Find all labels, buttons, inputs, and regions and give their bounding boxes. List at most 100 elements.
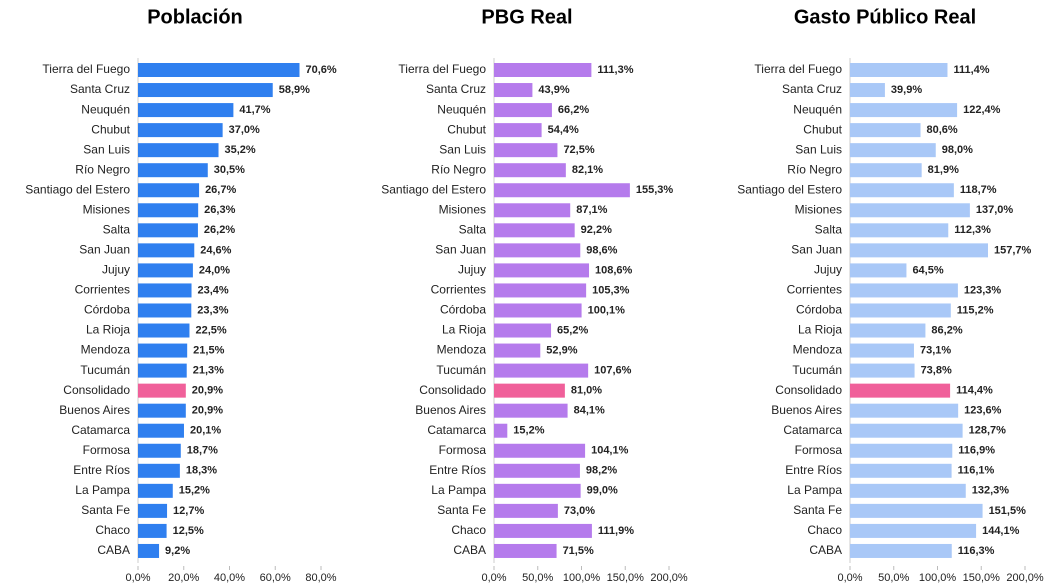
value-label: 30,5% (214, 164, 245, 176)
x-tick-label: 0,0% (481, 572, 506, 584)
bar (850, 63, 948, 77)
bar (138, 203, 199, 218)
category-label: Tucumán (792, 363, 842, 377)
value-label: 64,5% (912, 264, 943, 276)
value-label: 104,1% (591, 445, 629, 457)
bar (138, 503, 168, 518)
value-label: 80,6% (927, 124, 958, 136)
category-label: Santa Fe (793, 503, 842, 517)
value-label: 151,5% (989, 505, 1027, 517)
value-label: 23,4% (198, 284, 229, 296)
bar (494, 183, 630, 198)
category-label: San Juan (435, 243, 486, 257)
bar (850, 383, 951, 398)
bar (850, 263, 907, 278)
value-label: 66,2% (558, 104, 589, 116)
category-label: Misiones (83, 202, 130, 216)
category-label: Chaco (95, 523, 130, 537)
value-label: 9,2% (165, 545, 190, 557)
bar (138, 323, 190, 338)
value-label: 43,9% (538, 84, 569, 96)
value-label: 18,3% (186, 465, 217, 477)
category-label: Tierra del Fuego (42, 62, 130, 76)
bar (494, 443, 586, 458)
value-label: 20,1% (190, 425, 221, 437)
category-label: Buenos Aires (415, 403, 486, 417)
value-label: 116,9% (958, 445, 995, 457)
bar (138, 123, 223, 138)
value-label: 116,3% (958, 545, 995, 557)
category-label: Neuquén (437, 102, 486, 116)
category-label: Catamarca (427, 423, 486, 437)
bar (494, 143, 558, 158)
value-label: 24,6% (200, 244, 231, 256)
bar (850, 523, 977, 538)
bar (138, 403, 186, 418)
x-tick-label: 60,0% (260, 572, 291, 584)
category-label: Chaco (451, 523, 486, 537)
category-label: Formosa (439, 443, 487, 457)
category-label: Formosa (795, 443, 843, 457)
value-label: 84,1% (574, 405, 605, 417)
value-label: 112,3% (954, 224, 991, 236)
value-label: 21,3% (193, 365, 224, 377)
bar (494, 283, 587, 298)
bar (138, 303, 192, 318)
value-label: 18,7% (187, 445, 218, 457)
category-label: San Juan (79, 243, 130, 257)
bar (850, 223, 949, 238)
x-tick-label: 50,0% (522, 572, 553, 584)
value-label: 108,6% (595, 264, 633, 276)
category-label: La Rioja (86, 323, 130, 337)
value-label: 54,4% (548, 124, 579, 136)
category-label: Buenos Aires (771, 403, 842, 417)
x-tick-label: 200,0% (650, 572, 688, 584)
bar (850, 203, 970, 218)
value-label: 107,6% (594, 365, 632, 377)
value-label: 20,9% (192, 385, 223, 397)
category-label: San Juan (791, 243, 842, 257)
category-label: Catamarca (783, 423, 842, 437)
bar (138, 483, 173, 498)
bar (850, 143, 936, 158)
category-label: Corrientes (431, 283, 486, 297)
value-label: 132,3% (972, 485, 1010, 497)
value-label: 73,0% (564, 505, 595, 517)
category-label: Catamarca (71, 423, 130, 437)
value-label: 26,2% (204, 224, 235, 236)
value-label: 155,3% (636, 184, 674, 196)
category-label: La Pampa (75, 483, 130, 497)
category-label: San Luis (795, 142, 842, 156)
value-label: 15,2% (513, 425, 544, 437)
bar (138, 83, 273, 98)
bar (138, 143, 219, 158)
value-label: 114,4% (956, 385, 993, 397)
bar (850, 483, 966, 498)
bar (138, 343, 188, 358)
value-label: 15,2% (179, 485, 210, 497)
category-label: Consolidado (63, 383, 130, 397)
x-tick-label: 0,0% (125, 572, 150, 584)
value-label: 118,7% (960, 184, 997, 196)
x-tick-label: 50,0% (878, 572, 909, 584)
category-label: Santa Cruz (70, 82, 130, 96)
bar (850, 103, 958, 118)
category-label: Tucumán (436, 363, 486, 377)
bar (494, 463, 580, 478)
bar (494, 203, 571, 218)
value-label: 71,5% (563, 545, 594, 557)
x-tick-label: 20,0% (168, 572, 199, 584)
category-label: Mendoza (81, 343, 131, 357)
bar (850, 323, 926, 338)
category-label: Misiones (439, 202, 486, 216)
value-label: 100,1% (588, 304, 626, 316)
bar (494, 543, 557, 558)
bar (138, 523, 167, 538)
bar (138, 283, 192, 298)
category-label: Santa Fe (437, 503, 486, 517)
category-label: Río Negro (75, 162, 130, 176)
value-label: 137,0% (976, 204, 1014, 216)
category-label: Buenos Aires (59, 403, 130, 417)
value-label: 72,5% (563, 144, 594, 156)
category-label: Consolidado (775, 383, 842, 397)
